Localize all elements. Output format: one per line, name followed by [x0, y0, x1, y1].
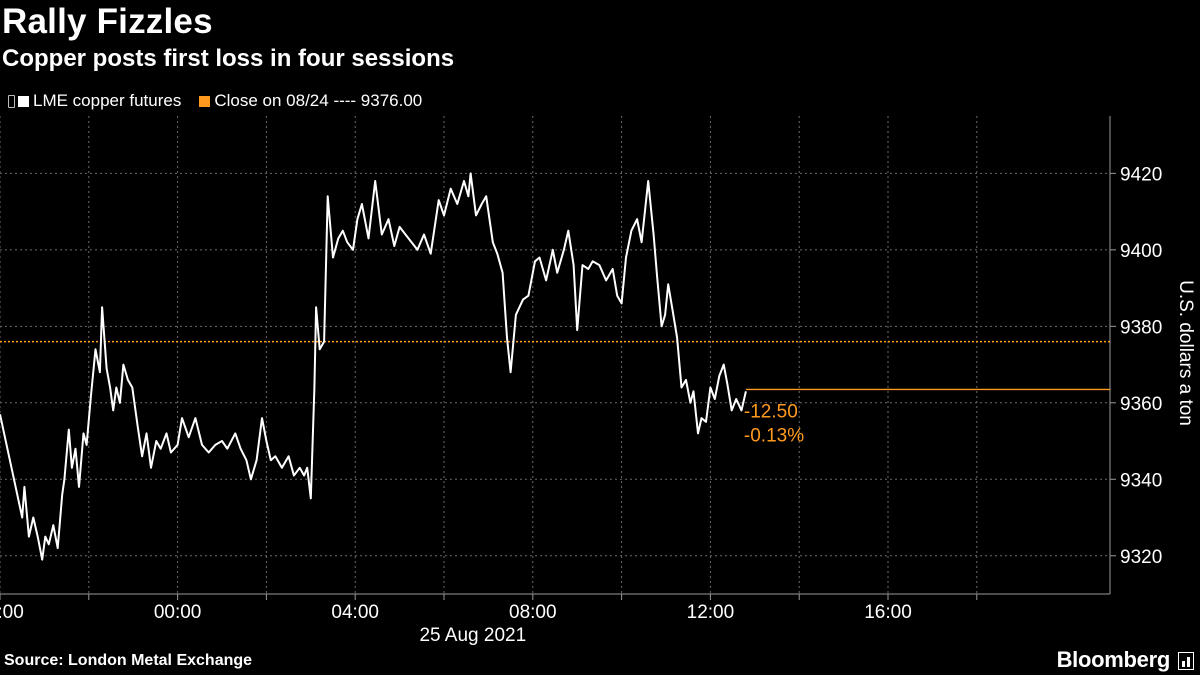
chart-subtitle: Copper posts first loss in four sessions: [2, 45, 455, 72]
source-note: Source: London Metal Exchange: [4, 652, 253, 669]
legend-swatch-orange: [199, 95, 211, 107]
x-tick-label: 08:00: [509, 602, 557, 623]
annotation-pct: -0.13%: [744, 425, 804, 446]
chart-title: Rally Fizzles: [2, 2, 213, 41]
x-tick-label: 04:00: [331, 602, 379, 623]
legend-swatch-white: [18, 95, 29, 107]
legend-item-close[interactable]: Close on 08/24 ---- 9376.00: [199, 91, 422, 111]
series-line-copper: [0, 172, 747, 561]
y-tick-label: 9400: [1120, 241, 1162, 262]
brand-logo: Bloomberg: [1056, 647, 1171, 672]
y-tick-label: 9420: [1120, 164, 1162, 185]
y-tick-label: 9340: [1120, 470, 1162, 491]
x-tick-label: 12:00: [687, 602, 735, 623]
x-tick-label: 20:00: [0, 602, 24, 623]
pin-icon[interactable]: [8, 94, 15, 108]
legend-label-close: Close on 08/24 ---- 9376.00: [214, 91, 423, 110]
x-axis-label: 25 Aug 2021: [419, 625, 526, 646]
annotation-change: -12.50: [744, 401, 798, 422]
legend-item-copper[interactable]: LME copper futures: [8, 91, 181, 111]
x-tick-label: 16:00: [864, 602, 912, 623]
y-axis-label: U.S. dollars a ton: [1175, 280, 1196, 426]
legend: LME copper futures Close on 08/24 ---- 9…: [8, 91, 440, 111]
y-tick-label: 9380: [1120, 317, 1162, 338]
legend-label-copper: LME copper futures: [33, 91, 182, 110]
y-tick-label: 9320: [1120, 547, 1162, 568]
bar-chart-icon[interactable]: [1178, 652, 1194, 670]
x-tick-label: 00:00: [154, 602, 202, 623]
y-tick-label: 9360: [1120, 394, 1162, 415]
